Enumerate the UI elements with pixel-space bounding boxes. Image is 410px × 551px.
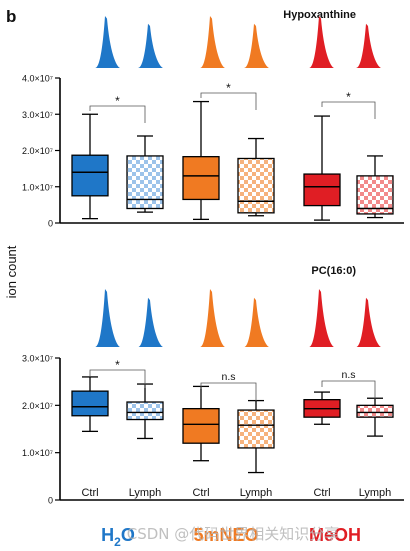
box-iqr bbox=[71, 154, 109, 197]
box-meoh-lymph bbox=[356, 397, 394, 437]
significance-bracket: n.s bbox=[321, 369, 376, 399]
peak-inset bbox=[309, 16, 334, 68]
box-iqr bbox=[182, 156, 220, 201]
panel-label: b bbox=[6, 7, 16, 26]
significance-bracket: n.s bbox=[200, 371, 257, 401]
peak-inset bbox=[356, 23, 381, 68]
significance-bracket: * bbox=[89, 358, 146, 388]
box-iqr bbox=[303, 173, 341, 207]
x-tick-label: Ctrl bbox=[313, 487, 330, 499]
chart-title: Hypoxanthine bbox=[283, 9, 356, 21]
significance-label: * bbox=[115, 358, 120, 372]
box-iqr bbox=[237, 157, 275, 214]
y-tick-label: 0 bbox=[48, 219, 53, 229]
significance-bracket: * bbox=[89, 94, 146, 123]
box-iqr bbox=[126, 401, 164, 421]
significance-label: n.s bbox=[341, 369, 355, 381]
box-5mneo-ctrl bbox=[182, 385, 220, 462]
box-iqr bbox=[356, 175, 394, 215]
group-label: 5mNEO bbox=[193, 525, 258, 545]
y-tick-label: 2.0×10⁷ bbox=[22, 401, 53, 411]
y-tick-label: 0 bbox=[48, 496, 53, 506]
peak-inset bbox=[95, 16, 120, 68]
group-label: MeOH bbox=[309, 525, 361, 545]
pc160-chart: PC(16:0) 0 1.0×10⁷ 2.0×10⁷ 3.0×10⁷ * n.s n.s Ct… bbox=[22, 265, 404, 506]
y-tick-label: 1.0×10⁷ bbox=[22, 448, 53, 458]
y-tick-label: 2.0×10⁷ bbox=[22, 146, 53, 156]
box-h2o-ctrl bbox=[71, 376, 109, 433]
peak-inset bbox=[95, 289, 120, 347]
watermark: CSDN @代码世界相关知识分享 bbox=[127, 525, 340, 543]
box-meoh-ctrl bbox=[303, 391, 341, 425]
box-5mneo-lymph bbox=[237, 399, 275, 474]
shared-y-axis-label: ion count bbox=[4, 245, 19, 298]
peak-inset bbox=[138, 23, 163, 68]
peak-inset bbox=[200, 16, 225, 68]
box-h2o-ctrl bbox=[71, 113, 109, 220]
box-iqr bbox=[71, 390, 109, 417]
significance-label: n.s bbox=[221, 371, 235, 383]
hypoxanthine-chart: Hypoxanthine 0 1.0×10⁷ 2.0×10⁷ 3.0×10⁷ 4.0×1… bbox=[22, 9, 404, 229]
bracket-line bbox=[200, 92, 257, 110]
peak-inset bbox=[309, 289, 334, 347]
box-h2o-lymph bbox=[126, 383, 164, 440]
y-tick-label: 4.0×10⁷ bbox=[22, 74, 53, 84]
significance-bracket: * bbox=[321, 90, 376, 119]
bracket-line bbox=[321, 101, 376, 119]
box-5mneo-ctrl bbox=[182, 100, 220, 221]
box-iqr bbox=[356, 404, 394, 418]
bracket-line bbox=[89, 369, 146, 388]
significance-label: * bbox=[115, 94, 120, 108]
bracket-line bbox=[89, 105, 146, 123]
x-tick-label: Lymph bbox=[129, 487, 162, 499]
box-meoh-lymph bbox=[356, 155, 394, 219]
significance-label: * bbox=[226, 81, 231, 95]
y-tick-label: 3.0×10⁷ bbox=[22, 110, 53, 120]
box-iqr bbox=[182, 407, 220, 444]
peak-inset bbox=[244, 23, 269, 68]
bracket-line bbox=[321, 380, 376, 399]
peak-inset bbox=[138, 297, 163, 347]
x-tick-label: Ctrl bbox=[81, 487, 98, 499]
peak-inset bbox=[244, 297, 269, 347]
x-tick-label: Lymph bbox=[240, 487, 273, 499]
significance-label: * bbox=[346, 90, 351, 104]
box-meoh-ctrl bbox=[303, 115, 341, 221]
x-tick-label: Lymph bbox=[359, 487, 392, 499]
significance-bracket: * bbox=[200, 81, 257, 110]
chart-title: PC(16:0) bbox=[311, 265, 356, 277]
box-5mneo-lymph bbox=[237, 137, 275, 217]
peak-inset bbox=[356, 297, 381, 347]
bracket-line bbox=[200, 382, 257, 401]
y-tick-label: 3.0×10⁷ bbox=[22, 354, 53, 364]
x-tick-label: Ctrl bbox=[192, 487, 209, 499]
box-iqr bbox=[237, 409, 275, 449]
box-h2o-lymph bbox=[126, 135, 164, 213]
y-tick-label: 1.0×10⁷ bbox=[22, 182, 53, 192]
box-iqr bbox=[126, 155, 164, 210]
peak-inset bbox=[200, 289, 225, 347]
